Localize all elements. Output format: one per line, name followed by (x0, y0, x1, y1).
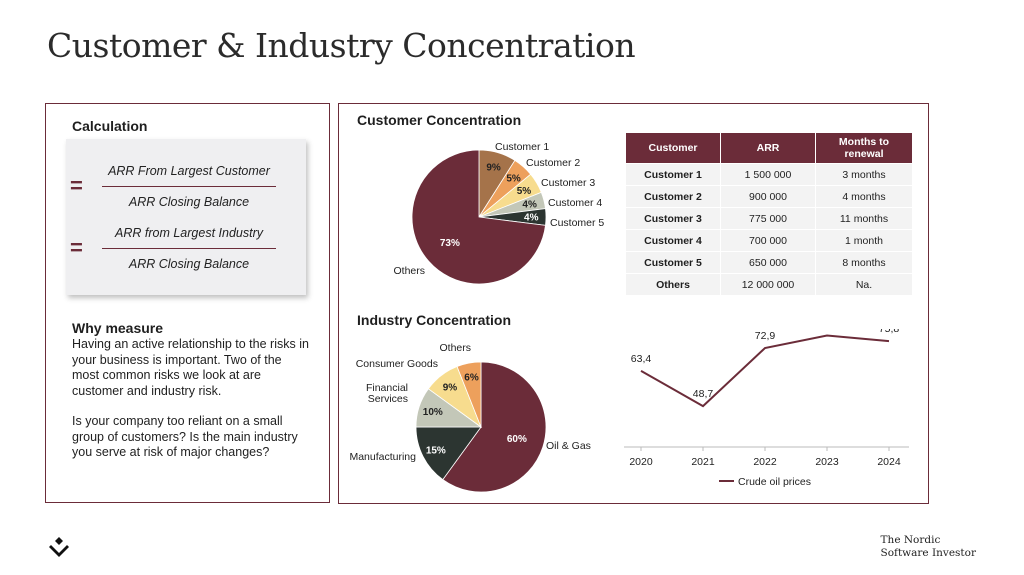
fraction-line (102, 186, 276, 187)
pie-category-label: Customer 4 (548, 197, 602, 209)
table-cell: Customer 1 (626, 164, 720, 185)
table-cell: Na. (816, 274, 912, 295)
data-label: 75,8 (879, 329, 900, 335)
pie-category-label: Customer 1 (495, 141, 549, 153)
table-row: Customer 3 775 000 11 months (626, 208, 912, 229)
pie-category-label: Manufacturing (349, 451, 416, 463)
page-title: Customer & Industry Concentration (47, 26, 636, 65)
data-label: 78,1 (817, 329, 838, 330)
table-cell: Others (626, 274, 720, 295)
why-measure-text: Having an active relationship to the ris… (72, 337, 312, 476)
table-cell: 3 months (816, 164, 912, 185)
pie-category-label: Customer 3 (541, 177, 595, 189)
table-cell: Customer 2 (626, 186, 720, 207)
table-cell: Customer 4 (626, 230, 720, 251)
formula-card: = ARR From Largest Customer ARR Closing … (66, 139, 306, 295)
pie-data-label: 15% (426, 446, 446, 457)
why-measure-heading: Why measure (72, 320, 164, 336)
table-row: Customer 2 900 000 4 months (626, 186, 912, 207)
pie-category-label: Consumer Goods (356, 358, 438, 370)
pie-category-label: Others (439, 342, 471, 354)
table-cell: 775 000 (721, 208, 815, 229)
formula2-numerator: ARR from Largest Industry (115, 226, 263, 240)
pie-data-label: 9% (486, 162, 501, 173)
table-cell: 1 month (816, 230, 912, 251)
equals-sign: = (70, 173, 83, 198)
data-label: 63,4 (631, 353, 652, 365)
table-cell: 900 000 (721, 186, 815, 207)
pie-slice (456, 361, 482, 428)
calculation-panel: Calculation = ARR From Largest Customer … (45, 103, 330, 503)
table-row: Customer 5 650 000 8 months (626, 252, 912, 273)
table-row: Others 12 000 000 Na. (626, 274, 912, 295)
concentration-panel: Customer Concentration 9% Customer 1 5% Cus… (338, 103, 929, 504)
pie-data-label: 9% (443, 382, 458, 393)
legend-label: Crude oil prices (738, 476, 811, 488)
table-cell: 650 000 (721, 252, 815, 273)
x-tick-label: 2021 (691, 456, 715, 468)
customer-pie-chart: 9% Customer 1 5% Customer 2 5% Customer 3 4% Cu… (393, 141, 604, 285)
customer-concentration-title: Customer Concentration (357, 112, 522, 128)
industry-pie-chart: 60% Oil & Gas 15% Manufacturing 10% Financial… (349, 342, 591, 493)
pie-category-label: Customer 2 (526, 157, 580, 169)
pie-data-label: 5% (517, 186, 532, 197)
table-cell: 11 months (816, 208, 912, 229)
pie-category-label: Oil & Gas (546, 440, 591, 452)
customer-table: Customer ARR Months to renewal Customer … (625, 132, 913, 296)
table-header: Months to renewal (816, 133, 912, 163)
pie-category-label: Others (393, 265, 425, 277)
table-cell: 1 500 000 (721, 164, 815, 185)
pie-data-label: 73% (440, 238, 460, 249)
pie-category-label: Financial Services (366, 382, 408, 405)
table-cell: Customer 5 (626, 252, 720, 273)
pie-slice (415, 426, 482, 481)
equals-sign: = (70, 235, 83, 260)
table-header: ARR (721, 133, 815, 163)
pie-category-label: Customer 5 (550, 217, 604, 229)
pie-data-label: 60% (507, 434, 527, 445)
table-cell: 12 000 000 (721, 274, 815, 295)
line-series (640, 334, 890, 408)
why-measure-paragraph: Having an active relationship to the ris… (72, 337, 309, 398)
table-cell: 8 months (816, 252, 912, 273)
x-tick-label: 2022 (753, 456, 777, 468)
table-row: Customer 4 700 000 1 month (626, 230, 912, 251)
logo-icon (49, 537, 69, 557)
table-cell: 4 months (816, 186, 912, 207)
pie-slice (442, 361, 547, 493)
why-measure-paragraph: Is your company too reliant on a small g… (72, 414, 298, 459)
pie-data-label: 4% (522, 200, 537, 211)
data-label: 72,9 (755, 330, 776, 342)
table-cell: Customer 3 (626, 208, 720, 229)
x-tick-label: 2023 (815, 456, 839, 468)
formula1-numerator: ARR From Largest Customer (108, 164, 270, 178)
pie-data-label: 4% (524, 213, 539, 224)
data-label: 48,7 (693, 388, 714, 400)
table-cell: 700 000 (721, 230, 815, 251)
calculation-heading: Calculation (72, 118, 148, 134)
table-header: Customer (626, 133, 720, 163)
pie-data-label: 6% (464, 373, 479, 384)
x-tick-label: 2020 (629, 456, 653, 468)
brand-line: Software Investor (880, 547, 976, 559)
brand-name: The Nordic Software Investor (881, 534, 976, 560)
pie-slice (411, 149, 546, 285)
x-tick-label: 2024 (877, 456, 901, 468)
industry-concentration-title: Industry Concentration (357, 312, 512, 328)
crude-oil-line-chart: 63,4 2020 48,7 2021 72,9 2022 78,1 2023 75,8 2024… (624, 329, 909, 488)
formula1-denominator: ARR Closing Balance (128, 195, 250, 209)
formula2-denominator: ARR Closing Balance (128, 257, 250, 271)
brand-line: The Nordic (880, 534, 941, 546)
fraction-line (102, 248, 276, 249)
pie-data-label: 5% (506, 173, 521, 184)
pie-data-label: 10% (423, 407, 443, 418)
